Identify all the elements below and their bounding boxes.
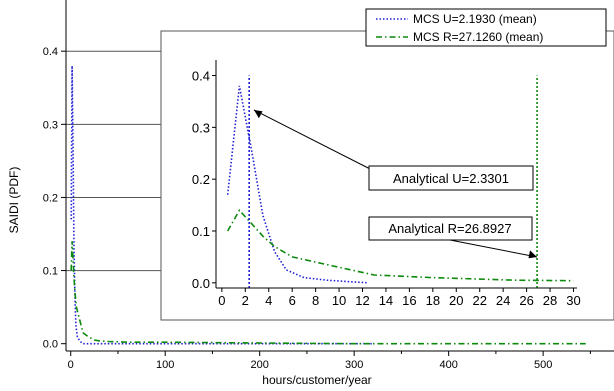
main-x-tick-label: 100 xyxy=(156,359,174,371)
inset-y-tick-label: 0.3 xyxy=(192,120,210,135)
annotation-r-arrow xyxy=(449,239,538,258)
inset-plot-series xyxy=(226,85,574,284)
inset-x-tick-label: 16 xyxy=(402,293,416,308)
inset-x-tick-label: 22 xyxy=(472,293,486,308)
main-y-tick-label: 0.0 xyxy=(43,339,58,351)
annotation-u: Analytical U=2.3301 xyxy=(253,109,534,191)
inset-y-tick-label: 0.2 xyxy=(192,172,210,187)
annotation-r-label: Analytical R=26.8927 xyxy=(388,221,511,236)
inset-x-tick-label: 4 xyxy=(265,293,272,308)
legend: MCS U=2.1930 (mean) MCS R=27.1260 (mean) xyxy=(365,8,607,47)
main-series-line-r xyxy=(70,241,586,345)
inset-y-tick-label: 0.4 xyxy=(192,69,210,84)
inset-x-tick-label: 12 xyxy=(355,293,369,308)
inset-analytical-markers xyxy=(248,75,538,288)
annotation-r-box xyxy=(368,216,533,241)
main-y-tick-label: 0.3 xyxy=(43,119,58,131)
legend-label-u: MCS U=2.1930 (mean) xyxy=(413,12,537,26)
annotation-u-box xyxy=(368,165,534,191)
inset-x-tick-label: 0 xyxy=(218,293,225,308)
inset-y-tick-label: 0.0 xyxy=(192,276,210,291)
inset-x-tick-label: 10 xyxy=(332,293,346,308)
main-x-tick-label: 500 xyxy=(534,359,552,371)
main-x-tick-label: 300 xyxy=(345,359,363,371)
main-y-tick-label: 0.2 xyxy=(43,192,58,204)
annotation-u-arrowhead xyxy=(254,110,263,119)
main-series-line-u xyxy=(70,65,374,345)
annotation-r: Analytical R=26.8927 xyxy=(368,216,538,259)
main-plot-series xyxy=(70,65,586,345)
inset-x-tick-label: 28 xyxy=(543,293,557,308)
main-y-tick-label: 0.1 xyxy=(43,266,58,278)
inset-x-tick-label: 8 xyxy=(312,293,319,308)
main-y-axis-label: SAIDI (PDF) xyxy=(7,167,21,234)
main-x-tick-label: 400 xyxy=(439,359,457,371)
annotation-r-arrowhead xyxy=(528,250,537,259)
inset-x-tick-label: 14 xyxy=(379,293,393,308)
main-x-axis-label: hours/customer/year xyxy=(262,373,371,387)
inset-x-tick-label: 24 xyxy=(496,293,510,308)
main-x-tick-label: 200 xyxy=(251,359,269,371)
inset-axis-ticks: 0 2 4 6 8 10 12 14 16 18 20 22 24 26 28 300.00.10.20.30… xyxy=(192,69,581,308)
inset-y-tick-label: 0.1 xyxy=(192,224,210,239)
inset-x-tick-label: 18 xyxy=(426,293,440,308)
legend-label-r: MCS R=27.1260 (mean) xyxy=(413,30,543,44)
inset-x-tick-label: 20 xyxy=(449,293,463,308)
inset-x-tick-label: 2 xyxy=(242,293,249,308)
inset-x-tick-label: 6 xyxy=(289,293,296,308)
main-x-tick-label: 0 xyxy=(68,359,74,371)
annotation-u-arrow xyxy=(253,109,379,174)
annotation-u-label: Analytical U=2.3301 xyxy=(393,171,509,186)
main-y-tick-label: 0.4 xyxy=(43,46,58,58)
legend-box xyxy=(365,8,607,47)
inset-series-line-u xyxy=(226,85,369,284)
inset-x-tick-label: 26 xyxy=(519,293,533,308)
inset-x-tick-label: 30 xyxy=(566,293,580,308)
